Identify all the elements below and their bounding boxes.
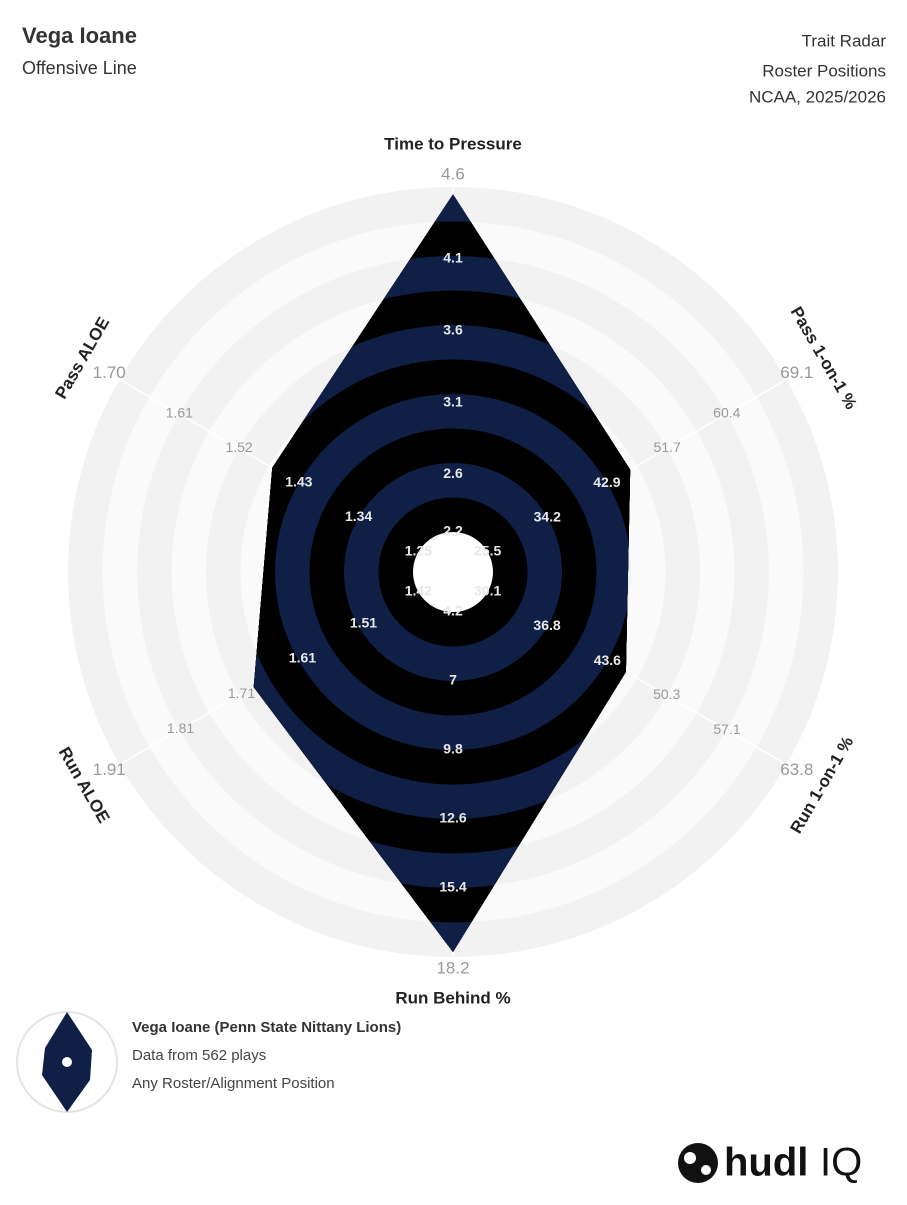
axis-label: Pass 1-on-1 % xyxy=(787,303,861,412)
legend: Vega Ioane (Penn State Nittany Lions) Da… xyxy=(16,1011,401,1113)
tick-label: 3.1 xyxy=(443,393,463,409)
tick-label: 1.81 xyxy=(167,720,194,736)
legend-label: Vega Ioane (Penn State Nittany Lions) xyxy=(132,1019,401,1036)
axis-label: Pass ALOE xyxy=(51,314,113,402)
tick-label: 1.70 xyxy=(93,363,126,382)
tick-label: 1.71 xyxy=(228,685,255,701)
tick-label: 1.25 xyxy=(405,543,432,559)
legend-note: Data from 562 plays xyxy=(132,1047,266,1064)
header-info: NCAA, 2025/2026 xyxy=(749,87,886,106)
tick-label: 12.6 xyxy=(439,810,466,826)
tick-label: 15.4 xyxy=(439,879,466,895)
tick-label: 18.2 xyxy=(436,958,469,977)
tick-label: 1.91 xyxy=(93,760,126,779)
tick-label: 7 xyxy=(449,672,457,688)
logo-icon xyxy=(678,1143,718,1183)
tick-label: 1.34 xyxy=(345,508,372,524)
tick-label: 3.6 xyxy=(443,321,463,337)
axis-label: Time to Pressure xyxy=(384,134,522,153)
tick-label: 1.51 xyxy=(350,614,377,630)
tick-label: 2.2 xyxy=(443,523,463,539)
tick-label: 51.7 xyxy=(654,439,681,455)
tick-label: 30.1 xyxy=(474,583,501,599)
legend-note: Any Roster/Alignment Position xyxy=(132,1075,335,1092)
logo-icon xyxy=(684,1152,696,1164)
tick-label: 42.9 xyxy=(593,474,620,490)
tick-label: 4.1 xyxy=(443,250,463,266)
logo-icon xyxy=(701,1165,711,1175)
tick-label: 1.61 xyxy=(289,650,316,666)
logo: hudl IQ xyxy=(678,1141,862,1185)
center-hole xyxy=(413,532,493,612)
tick-label: 43.6 xyxy=(594,652,621,668)
chart-subtitle: Offensive Line xyxy=(22,58,137,78)
tick-label: 1.43 xyxy=(285,474,312,490)
logo-name: hudl xyxy=(724,1141,808,1185)
tick-label: 57.1 xyxy=(713,721,740,737)
tick-label: 25.5 xyxy=(474,543,501,559)
legend-dot xyxy=(62,1057,72,1067)
tick-label: 4.6 xyxy=(441,164,465,183)
logo-product: IQ xyxy=(820,1141,862,1185)
tick-label: 36.8 xyxy=(533,617,560,633)
tick-label: 2.6 xyxy=(443,465,463,481)
tick-label: 69.1 xyxy=(780,363,813,382)
tick-label: 50.3 xyxy=(653,686,680,702)
tick-label: 9.8 xyxy=(443,741,463,757)
axis-label: Run Behind % xyxy=(395,988,510,1007)
tick-label: 4.2 xyxy=(443,603,463,619)
tick-label: 60.4 xyxy=(713,405,740,421)
tick-label: 1.52 xyxy=(225,439,252,455)
axis-label: Run ALOE xyxy=(55,744,114,827)
tick-label: 34.2 xyxy=(534,508,561,524)
header-info: Roster Positions xyxy=(762,61,886,80)
axis-label: Run 1-on-1 % xyxy=(787,733,858,837)
header-info: Trait Radar xyxy=(802,31,887,50)
tick-label: 1.61 xyxy=(166,405,193,421)
chart-title: Vega Ioane xyxy=(22,23,137,48)
tick-label: 63.8 xyxy=(780,760,813,779)
tick-label: 1.42 xyxy=(405,583,432,599)
